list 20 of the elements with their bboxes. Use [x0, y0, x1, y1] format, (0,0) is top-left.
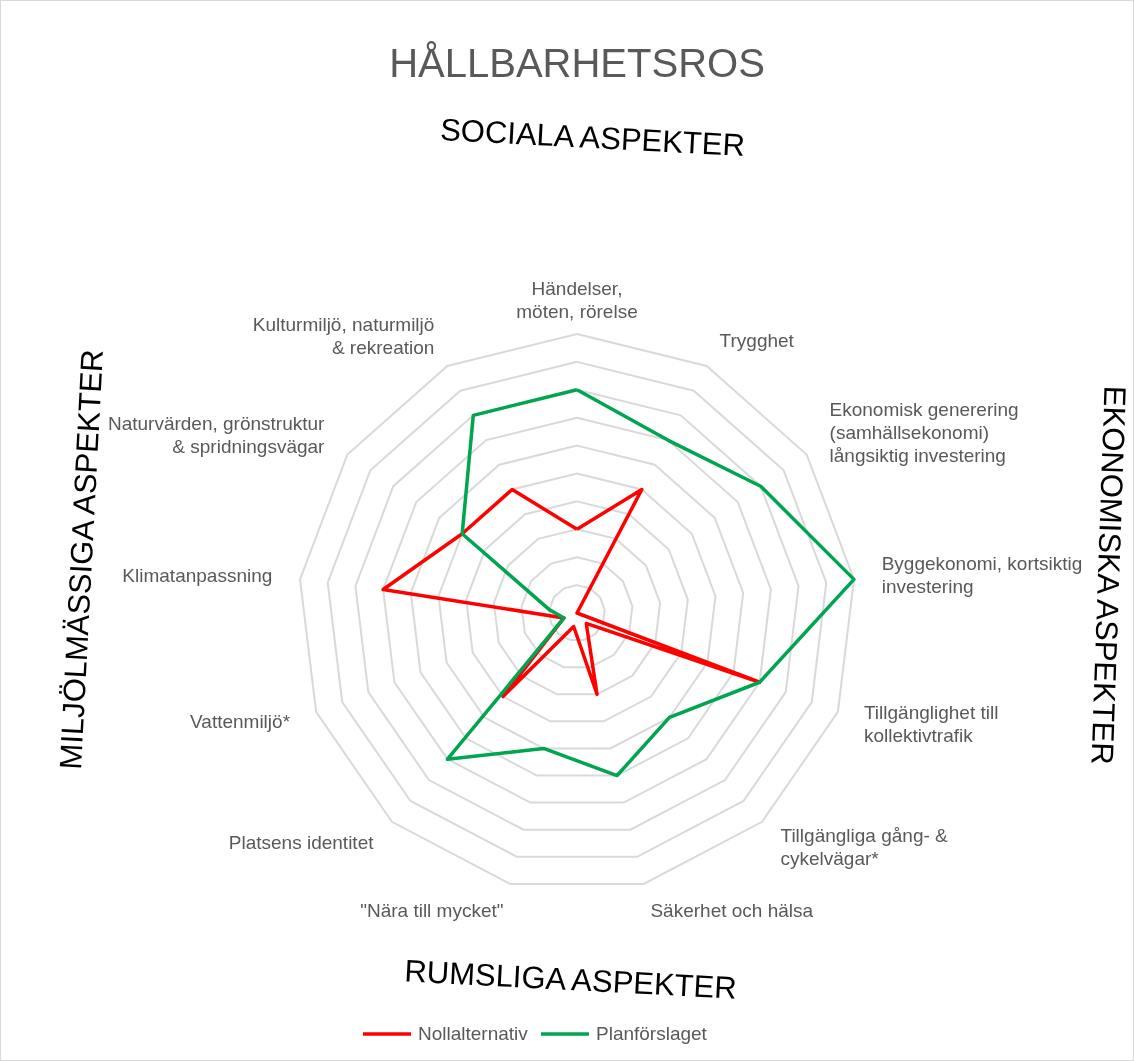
spoke-label: Naturvärden, grönstruktur & spridningsvägar	[107, 413, 326, 458]
spoke-label: Tillgänglighet till kollektivtrafik	[863, 701, 999, 746]
text: RUMSLIGA ASPEKTER	[403, 953, 738, 1006]
text: EKONOMISKA ASPEKTER	[1084, 385, 1133, 766]
spoke-label: Ekonomisk generering (samhällsekonomi) långsiktig investering	[829, 398, 1019, 466]
text: MILJÖLMÄSSIGA ASPEKTER	[53, 348, 110, 771]
spoke-label: Platsens identitet	[228, 831, 375, 853]
spoke-label: Kulturmiljö, naturmiljö & rekreation	[252, 313, 435, 358]
spoke-label: Händelser, möten, rörelse	[516, 278, 638, 323]
spoke-label: Tillgängliga gång- & cykelvägar*	[780, 825, 949, 870]
spoke-label: Byggekonomi, kortsiktig investering	[881, 553, 1083, 598]
legend-label: Nollalternativ	[418, 1023, 529, 1044]
spoke-label: Vattenmiljö*	[190, 710, 291, 732]
spoke-label: Trygghet	[719, 330, 795, 352]
spoke-label: Klimatanpassning	[122, 565, 273, 587]
chart-title: HÅLLBARHETSROS	[389, 41, 765, 85]
text: SOCIALA ASPEKTER	[439, 112, 746, 163]
legend-label: Planförslaget	[596, 1023, 708, 1044]
spoke-label: "Nära till mycket"	[360, 899, 504, 921]
spoke-label: Säkerhet och hälsa	[650, 899, 814, 921]
